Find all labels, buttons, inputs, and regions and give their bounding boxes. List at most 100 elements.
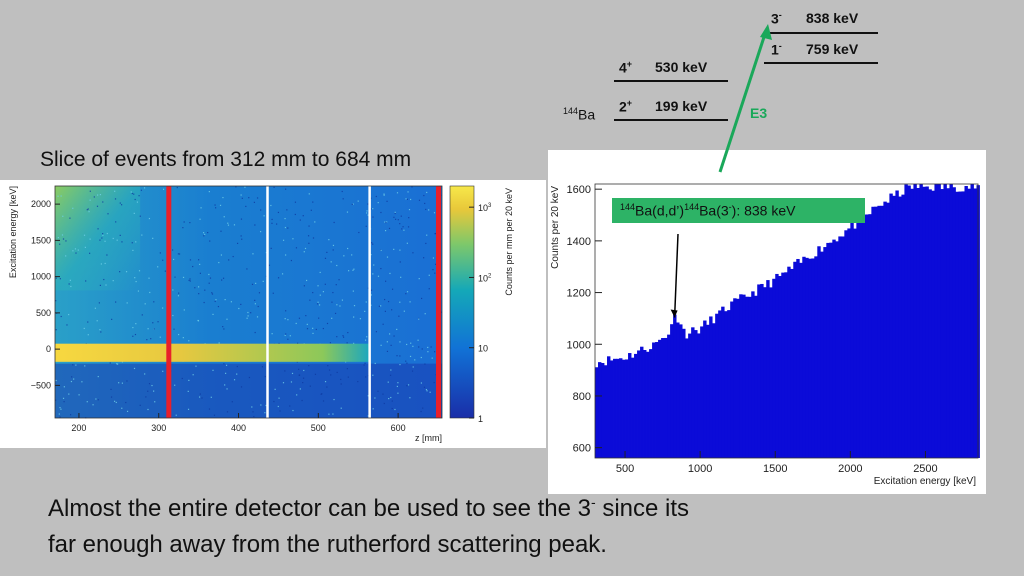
- heatmap-noise: [252, 411, 254, 413]
- heatmap-noise: [434, 351, 436, 353]
- heatmap-noise: [214, 300, 216, 303]
- heatmap-noise: [154, 401, 156, 403]
- heatmap-noise: [390, 396, 392, 399]
- heatmap-noise: [125, 401, 127, 404]
- heatmap-noise: [256, 316, 259, 318]
- heatmap-noise: [284, 318, 286, 320]
- histogram-bin: [610, 360, 614, 458]
- heatmap-noise: [195, 365, 197, 367]
- heatmap-noise: [219, 204, 222, 206]
- heatmap-noise: [145, 396, 147, 398]
- heatmap-noise: [426, 191, 428, 194]
- heatmap-noise: [112, 237, 114, 240]
- heatmap-noise: [302, 215, 304, 217]
- histogram-bin: [763, 287, 767, 458]
- heatmap-noise: [328, 239, 330, 241]
- heatmap-noise: [330, 374, 332, 376]
- heatmap-noise: [299, 388, 301, 390]
- heatmap-high-corner: [55, 186, 141, 291]
- heatmap-noise: [358, 231, 360, 234]
- heatmap-noise: [68, 283, 70, 285]
- heatmap-noise: [112, 280, 114, 282]
- heatmap-noise: [372, 273, 374, 275]
- heatmap-noise: [430, 346, 432, 348]
- heatmap-noise: [303, 251, 305, 253]
- heatmap-noise: [341, 299, 344, 301]
- heatmap-noise: [367, 214, 369, 216]
- heatmap-noise: [434, 263, 437, 265]
- heatmap-noise: [412, 345, 414, 347]
- heatmap-noise: [68, 313, 70, 316]
- heatmap-noise: [391, 400, 393, 402]
- histogram-frame: [594, 183, 979, 459]
- histogram-bin: [925, 186, 929, 458]
- histogram-bin: [730, 301, 734, 458]
- heatmap-noise: [86, 401, 88, 403]
- heatmap-x-tick-label: 500: [311, 423, 326, 433]
- heatmap-noise: [62, 397, 65, 399]
- histogram-bin: [778, 276, 782, 458]
- histogram-bin: [652, 342, 656, 458]
- heatmap-noise: [60, 315, 62, 318]
- heatmap-noise: [254, 303, 256, 305]
- heatmap-noise: [55, 277, 57, 279]
- level-energy-199: 199 keV: [655, 98, 708, 114]
- heatmap-noise: [102, 233, 104, 235]
- heatmap-x-tick-label: 600: [391, 423, 406, 433]
- heatmap-noise: [399, 223, 401, 225]
- histogram-x-tick-label: 1000: [688, 463, 712, 475]
- heatmap-noise: [418, 346, 420, 348]
- heatmap-noise: [74, 248, 77, 250]
- histogram-bin: [850, 222, 854, 458]
- histogram-y-tick-label: 1400: [567, 236, 591, 248]
- histogram-y-tick-label: 1000: [567, 339, 591, 351]
- heatmap-noise: [435, 232, 437, 235]
- histogram-bin: [868, 214, 872, 458]
- heatmap-noise: [289, 335, 291, 337]
- heatmap-noise: [89, 190, 91, 192]
- heatmap-noise: [277, 405, 279, 408]
- slide-title: Slice of events from 312 mm to 684 mm: [40, 148, 412, 171]
- heatmap-noise: [396, 385, 398, 388]
- heatmap-noise: [377, 390, 379, 392]
- histogram-bin: [634, 353, 638, 458]
- histogram-bin: [751, 291, 755, 458]
- heatmap-noise: [72, 250, 74, 252]
- histogram-bin: [913, 184, 917, 458]
- heatmap-noise: [133, 193, 135, 195]
- heatmap-noise: [86, 209, 88, 211]
- detector-gap-0: [266, 186, 269, 418]
- histogram-bin: [829, 242, 833, 458]
- heatmap-noise: [399, 249, 401, 251]
- heatmap-x-tick-label: 200: [71, 423, 86, 433]
- heatmap-noise: [322, 291, 325, 293]
- histogram-bin: [631, 357, 635, 458]
- heatmap-noise: [134, 198, 136, 201]
- histogram-bin: [649, 349, 653, 458]
- histogram-bin: [679, 324, 683, 458]
- heatmap-noise: [271, 218, 273, 221]
- heatmap-noise: [240, 235, 242, 237]
- heatmap-noise: [131, 192, 133, 195]
- histogram-bin: [895, 190, 899, 458]
- histogram-bin: [904, 184, 908, 458]
- heatmap-noise: [207, 231, 209, 234]
- heatmap-noise: [151, 384, 153, 387]
- heatmap-noise: [380, 305, 382, 307]
- heatmap-noise: [324, 283, 326, 285]
- heatmap-noise: [365, 376, 367, 378]
- heatmap-noise: [395, 218, 397, 220]
- transition-label-e3: E3: [750, 105, 768, 121]
- heatmap-noise: [391, 309, 393, 311]
- heatmap-noise: [162, 188, 165, 190]
- heatmap-noise: [204, 289, 206, 291]
- heatmap-noise: [336, 371, 338, 374]
- heatmap-noise: [324, 257, 327, 259]
- heatmap-noise: [364, 339, 367, 341]
- heatmap-noise: [403, 229, 405, 231]
- histogram-bin: [790, 268, 794, 458]
- histogram-bin: [646, 351, 650, 458]
- heatmap-noise: [315, 328, 317, 331]
- histogram-x-tick-label: 1500: [763, 463, 787, 475]
- heatmap-noise: [244, 186, 246, 188]
